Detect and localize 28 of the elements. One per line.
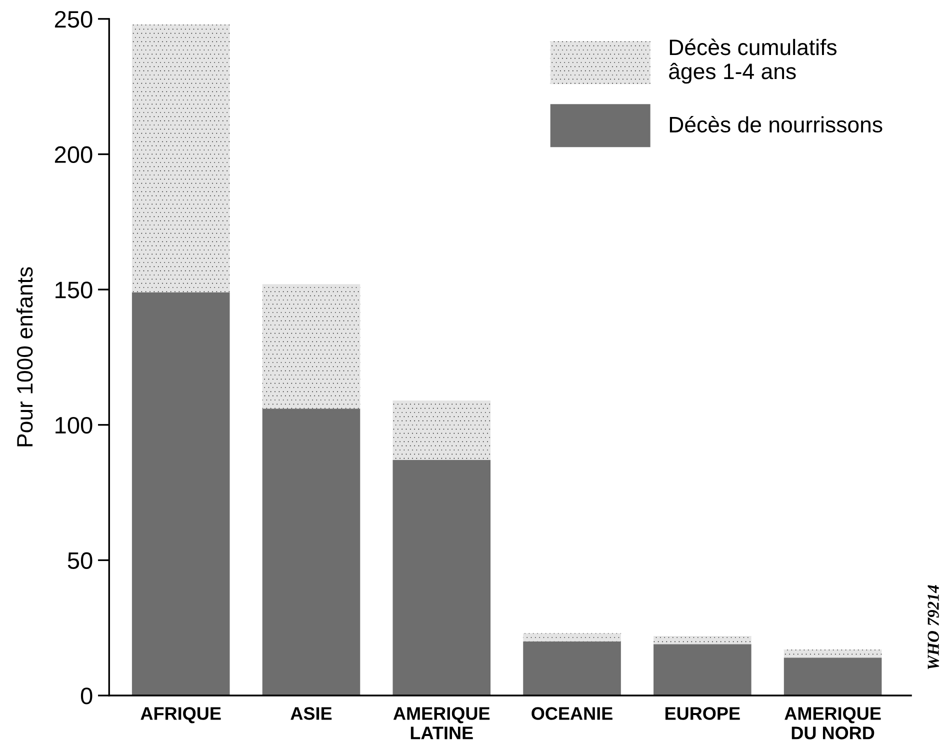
x-tick-label: ASIE bbox=[290, 707, 332, 720]
x-tick-label: EUROPE bbox=[665, 707, 740, 720]
bar bbox=[523, 633, 621, 642]
bar bbox=[523, 641, 621, 696]
x-tick-label: OCEANIE bbox=[532, 707, 612, 720]
y-tick-label: 200 bbox=[54, 146, 92, 164]
y-tick-label: 150 bbox=[56, 282, 92, 298]
bar bbox=[262, 408, 360, 696]
y-axis-title: Pour 1000 enfants bbox=[16, 267, 33, 446]
y-tick-label: 100 bbox=[56, 416, 92, 434]
y-tick-label: 250 bbox=[54, 10, 92, 28]
y-tick-label: 50 bbox=[68, 552, 92, 569]
text: WHO 79214 bbox=[928, 585, 940, 670]
bar bbox=[654, 644, 752, 696]
y-tick-label: 0 bbox=[80, 688, 92, 704]
x-tick-label: AMERIQUE DU NORD bbox=[784, 707, 881, 740]
bar bbox=[654, 636, 752, 644]
bar bbox=[392, 400, 491, 460]
bar bbox=[392, 460, 491, 696]
legend-label: Décès de nourrissons bbox=[670, 116, 882, 133]
x-tick-label: AMERIQUE LATINE bbox=[393, 707, 490, 740]
legend-label: Décès cumulatifs âges 1-4 ans bbox=[669, 38, 837, 84]
bar bbox=[132, 292, 230, 696]
bar bbox=[132, 24, 230, 292]
bar bbox=[784, 650, 882, 658]
bar bbox=[784, 658, 882, 696]
x-tick-label: AFRIQUE bbox=[140, 707, 221, 724]
bar bbox=[262, 284, 360, 409]
